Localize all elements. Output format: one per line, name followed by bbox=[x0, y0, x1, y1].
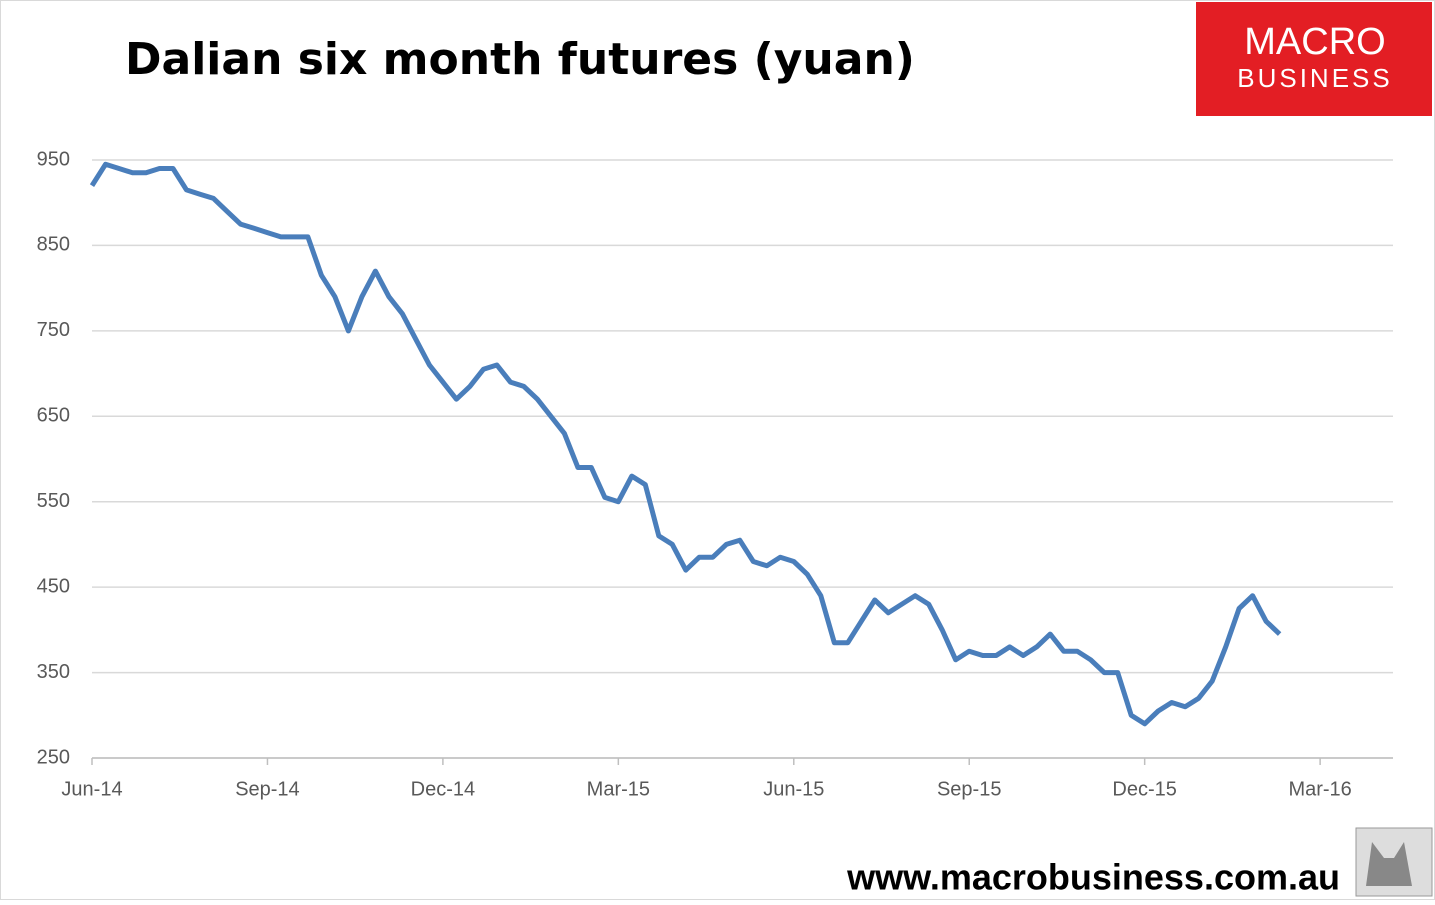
x-tick-label: Dec-14 bbox=[411, 778, 475, 800]
x-tick-label: Jun-15 bbox=[763, 778, 824, 800]
y-tick-label: 650 bbox=[37, 405, 70, 427]
x-tick-label: Dec-15 bbox=[1112, 778, 1176, 800]
y-tick-label: 350 bbox=[37, 661, 70, 683]
logo-image bbox=[1366, 842, 1412, 886]
y-tick-label: 950 bbox=[37, 148, 70, 170]
x-tick-label: Sep-15 bbox=[937, 778, 1002, 800]
x-tick-label: Mar-16 bbox=[1288, 778, 1351, 800]
data-line bbox=[89, 161, 1282, 727]
logo-text: BUSINESS bbox=[1237, 63, 1393, 93]
x-tick-label: Mar-15 bbox=[587, 778, 650, 800]
footer-url: www.macrobusiness.com.au bbox=[846, 857, 1340, 898]
y-tick-label: 750 bbox=[37, 319, 70, 341]
x-tick-label: Jun-14 bbox=[61, 778, 122, 800]
y-tick-label: 550 bbox=[37, 490, 70, 512]
logo-box bbox=[1196, 2, 1432, 116]
y-tick-label: 250 bbox=[37, 746, 70, 768]
y-tick-label: 850 bbox=[37, 234, 70, 256]
chart-title: Dalian six month futures (yuan) bbox=[125, 34, 915, 85]
logo-text: MACRO bbox=[1244, 21, 1385, 63]
x-tick-label: Sep-14 bbox=[235, 778, 300, 800]
y-tick-label: 450 bbox=[37, 575, 70, 597]
